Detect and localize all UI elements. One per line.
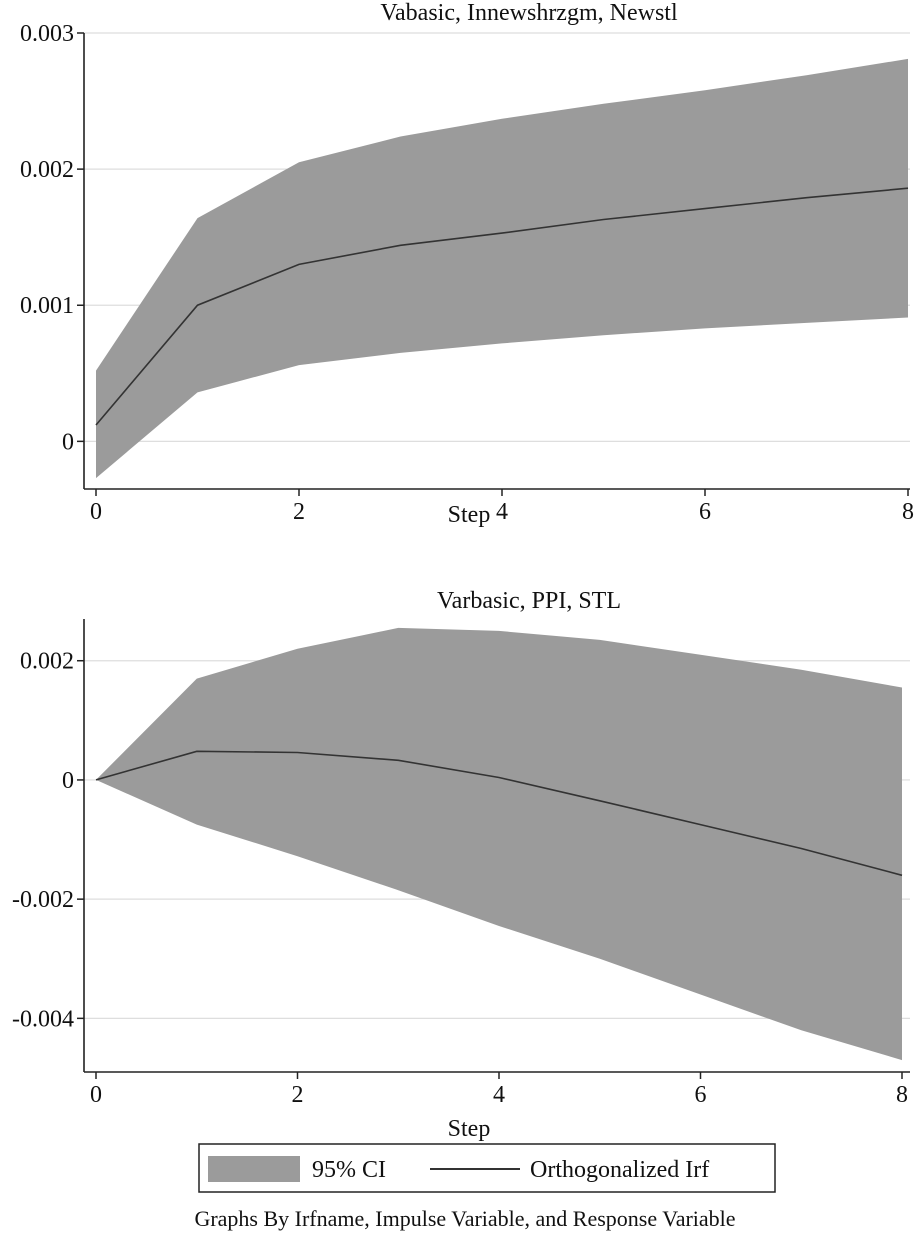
chart-panel-2: -0.004 -0.002 0 0.002 0 2 4 6 8 Varbasic, PPI, ST… xyxy=(12,588,910,1142)
chart-panels: 0 0.001 0.002 0.003 0 2 4 6 8 Vabasic, Innewshrzg… xyxy=(12,0,914,1142)
x-tick-label: 2 xyxy=(293,499,305,525)
x-tick-label: 4 xyxy=(493,1082,505,1108)
y-tick-label: -0.004 xyxy=(12,1006,74,1032)
ci-band xyxy=(96,627,902,1061)
y-tick-label: 0.002 xyxy=(20,157,74,183)
irf-line xyxy=(95,187,909,426)
footer-note: Graphs By Irfname, Impulse Variable, and… xyxy=(194,1206,735,1231)
x-tick-label: 6 xyxy=(695,1082,707,1108)
y-tick-label: -0.002 xyxy=(12,887,74,913)
x-axis-title: Step xyxy=(448,502,491,528)
panel-title: Vabasic, Innewshrzgm, Newstl xyxy=(380,0,678,26)
x-tick-label: 0 xyxy=(90,1082,102,1108)
legend: 95% CI Orthogonalized Irf xyxy=(198,1143,776,1193)
y-tick-label: 0.003 xyxy=(20,21,74,47)
chart-panel-1: 0 0.001 0.002 0.003 0 2 4 6 8 Vabasic, Innewshrzg… xyxy=(20,0,914,528)
legend-swatch-ci xyxy=(208,1156,300,1182)
ci-band xyxy=(96,58,908,479)
y-tick-label: 0.002 xyxy=(20,649,74,675)
x-tick-label: 8 xyxy=(896,1082,908,1108)
x-tick-label: 6 xyxy=(699,499,711,525)
x-tick-label: 0 xyxy=(90,499,102,525)
irf-line xyxy=(95,750,903,877)
legend-label-irf: Orthogonalized Irf xyxy=(530,1157,709,1183)
x-axis-title: Step xyxy=(448,1116,491,1142)
y-tick-label: 0 xyxy=(62,429,74,455)
x-tick-label: 2 xyxy=(292,1082,304,1108)
legend-label-ci: 95% CI xyxy=(312,1157,386,1183)
y-tick-label: 0.001 xyxy=(20,293,74,319)
y-tick-label: 0 xyxy=(62,768,74,794)
x-tick-label: 4 xyxy=(496,499,508,525)
x-tick-label: 8 xyxy=(902,499,914,525)
panel-title: Varbasic, PPI, STL xyxy=(437,588,621,614)
